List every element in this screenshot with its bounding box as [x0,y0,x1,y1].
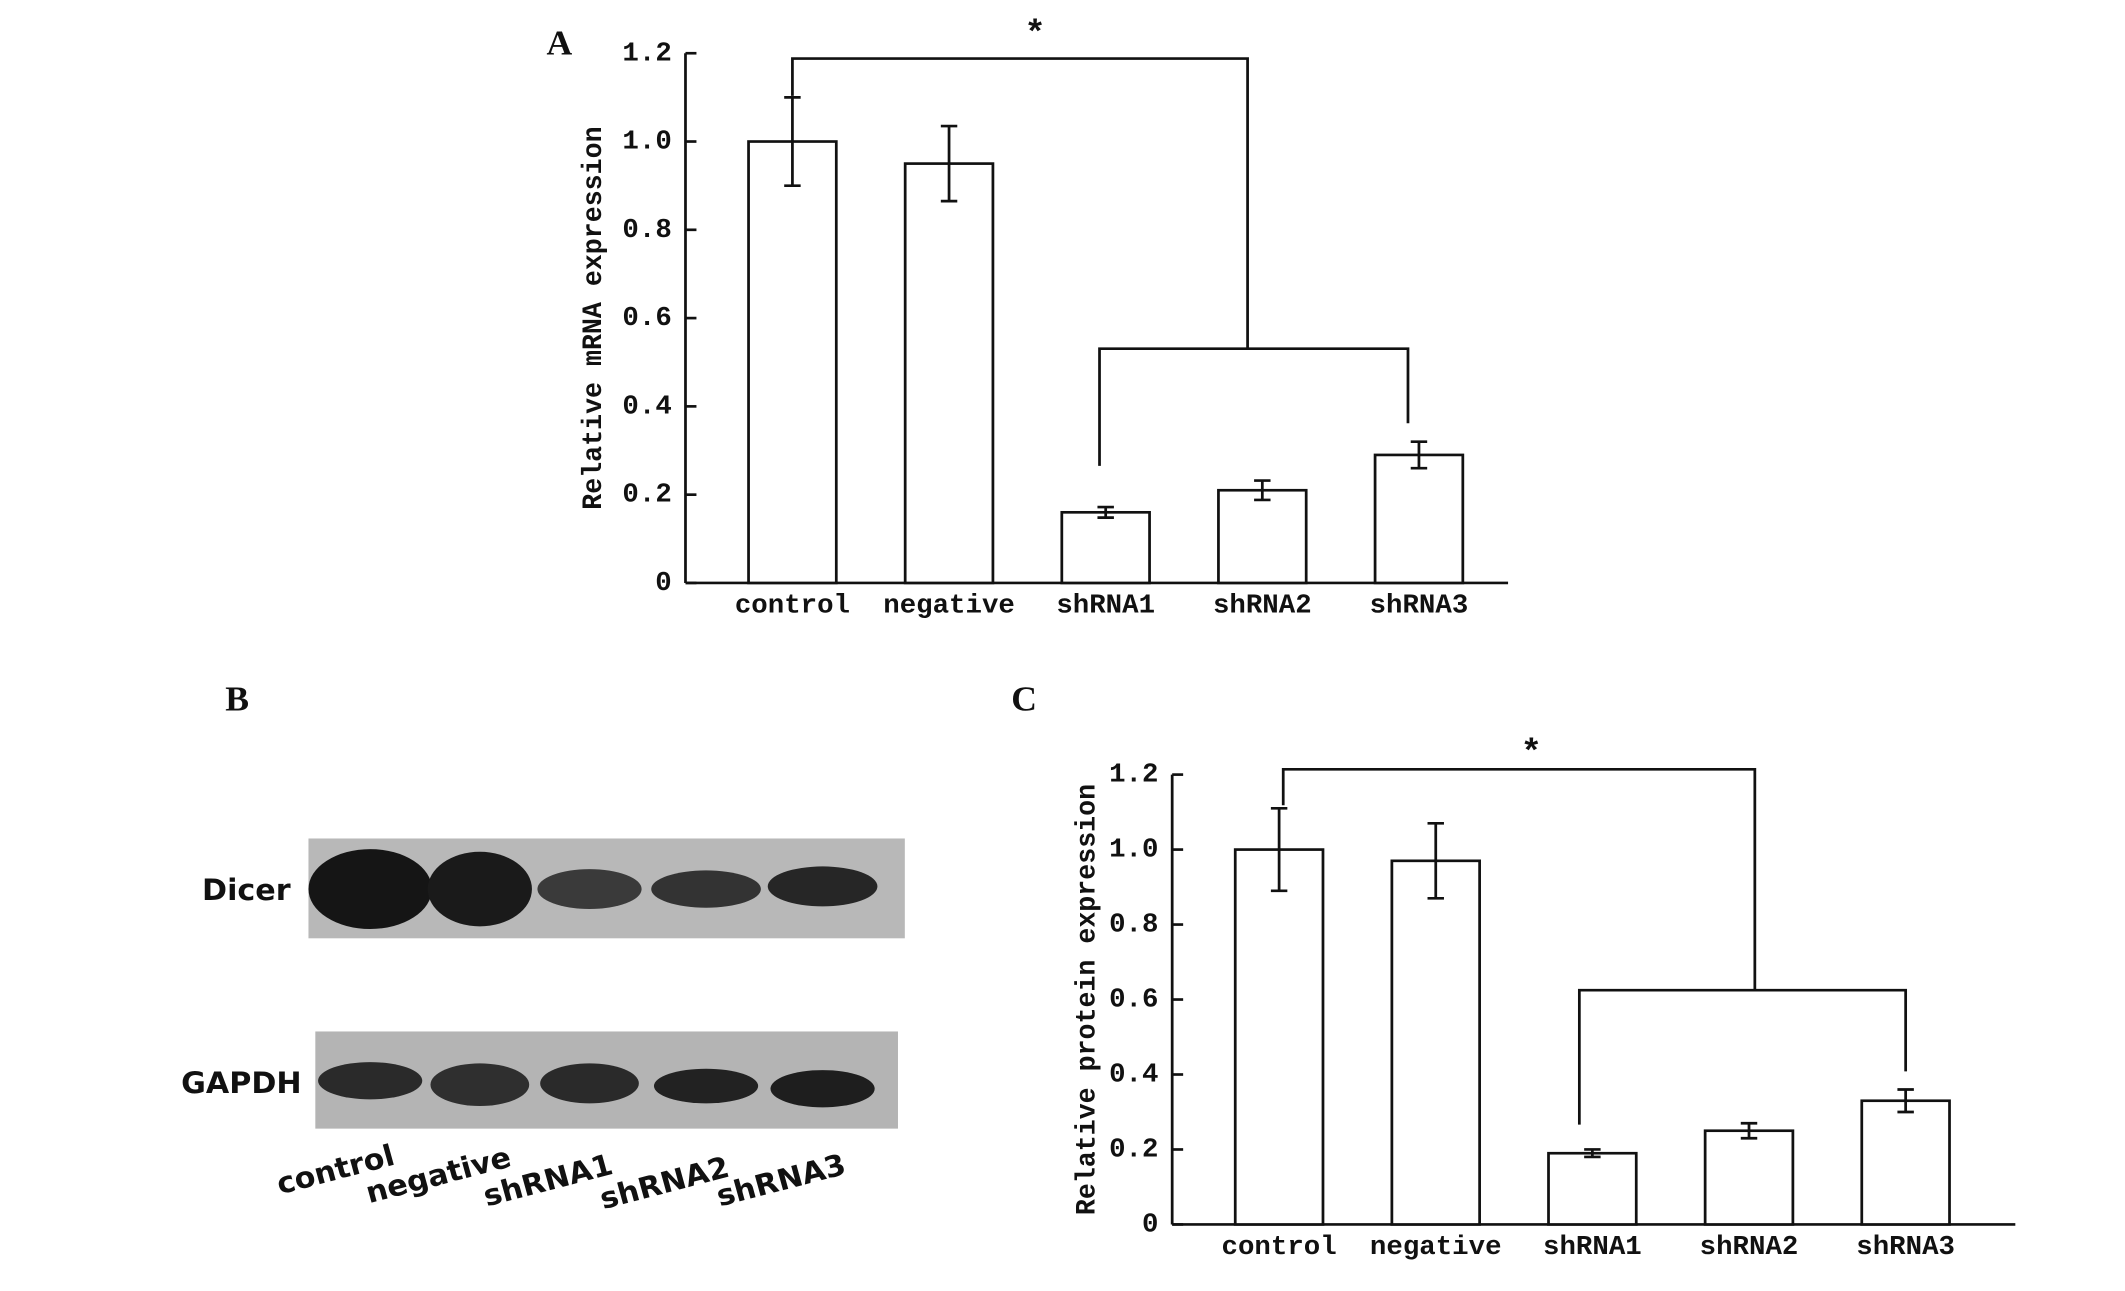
error-bar [940,124,958,203]
error-bar [1097,505,1114,519]
y-tick-label: 1.2 [622,40,671,70]
band [308,849,432,929]
error-bar [1410,440,1428,470]
band [540,1063,639,1104]
error-bar [1427,822,1444,900]
y-tick-label: 0.4 [622,393,671,423]
y-axis-title: Relative mRNA expression [580,126,610,509]
panel-label: C [1011,680,1037,718]
x-tick-label: negative [883,592,1015,622]
bar [747,140,838,585]
blot: Dicer GAPDH control negative shRNA1 shRN… [181,838,905,1217]
bar [1860,1099,1951,1226]
x-tick-label: shRNA3 [1856,1233,1955,1263]
bar [1233,848,1325,1226]
bar [903,162,995,585]
band [651,870,761,908]
error-bar [1897,1088,1914,1114]
x-tick-label: shRNA1 [1056,592,1155,622]
y-tick-label: 0.4 [1109,1061,1158,1091]
significance-bracket [791,57,1410,466]
panel-label: A [546,24,572,62]
y-tick-label: 0.8 [622,216,671,246]
y-tick-label: 0.2 [622,481,671,511]
band [770,1070,875,1108]
y-tick-label: 0 [655,569,671,599]
bar [1373,453,1465,585]
blot-row-label: Dicer [202,873,291,907]
error-bar [1740,1121,1758,1140]
annotation: * [1521,734,1542,773]
y-axis-title: Relative protein expression [1073,784,1103,1215]
x-tick-label: shRNA2 [1700,1233,1799,1263]
y-tick-label: 0 [1142,1211,1158,1241]
bar [1390,859,1481,1226]
x-tick-label: shRNA2 [1213,592,1312,622]
y-tick-label: 1.0 [1109,836,1158,866]
error-bar [784,96,801,187]
bar [1217,488,1308,585]
annotation: * [1024,15,1045,54]
error-bar [1270,807,1288,893]
panel-label: B [225,680,249,718]
error-bar [1584,1148,1601,1159]
band [767,866,878,907]
y-tick-label: 0.2 [1109,1136,1158,1166]
bar [1703,1129,1795,1226]
band [427,851,532,927]
band [653,1068,759,1104]
x-tick-label: shRNA3 [1370,592,1469,622]
error-bar [1254,479,1271,502]
lane-label: shRNA3 [713,1148,850,1215]
band [430,1063,530,1107]
y-tick-label: 0.6 [622,304,671,334]
band [537,869,642,910]
y-tick-label: 1.2 [1109,761,1158,791]
x-tick-label: shRNA1 [1543,1233,1642,1263]
x-tick-label: negative [1370,1233,1502,1263]
y-tick-label: 0.6 [1109,986,1158,1016]
bar [1547,1151,1638,1226]
blot-row-label: GAPDH [181,1066,301,1100]
y-tick-label: 1.0 [622,128,671,158]
significance-bracket [1281,767,1908,1125]
band [318,1062,423,1100]
y-tick-label: 0.8 [1109,911,1158,941]
bar [1060,510,1151,585]
x-tick-label: control [1222,1233,1337,1263]
x-tick-label: control [735,592,850,622]
